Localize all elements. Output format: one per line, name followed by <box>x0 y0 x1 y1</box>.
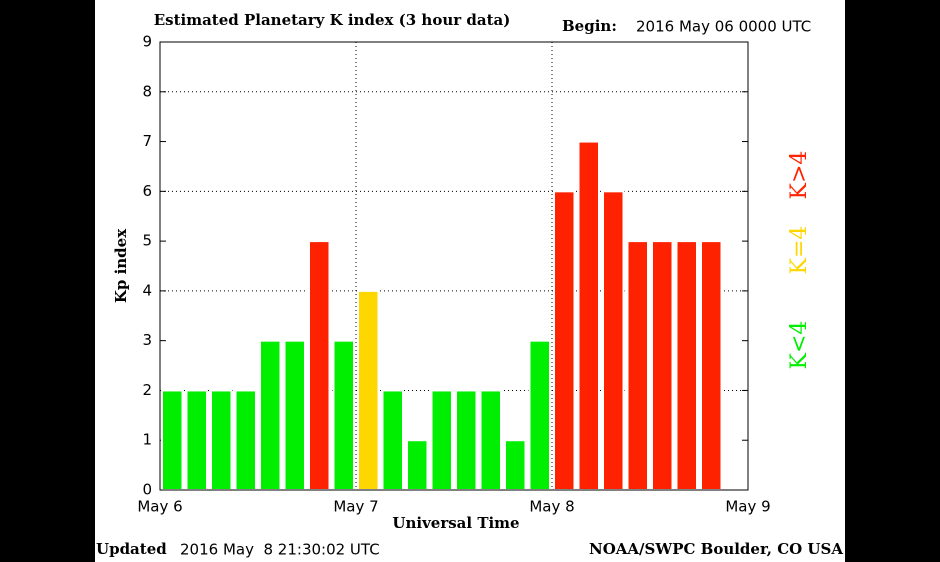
bar <box>332 339 355 491</box>
y-tick-label: 0 <box>142 481 152 499</box>
bar <box>455 389 478 492</box>
bar <box>700 240 723 491</box>
bar <box>308 240 331 491</box>
y-axis-label: Kp index <box>112 228 130 303</box>
x-tick-label: May 9 <box>725 498 770 516</box>
bar <box>577 140 600 492</box>
y-tick-label: 8 <box>142 82 152 100</box>
bar <box>161 389 184 492</box>
y-tick-label: 7 <box>142 132 152 150</box>
y-tick-label: 6 <box>142 182 152 200</box>
legend-entry: K>4 <box>787 151 812 200</box>
y-tick-label: 4 <box>142 281 152 299</box>
legend-entry: K<4 <box>787 321 812 370</box>
bar <box>602 190 625 491</box>
bar <box>504 439 527 492</box>
y-tick-label: 2 <box>142 381 152 399</box>
updated-label: Updated <box>96 540 167 558</box>
y-tick-label: 1 <box>142 431 152 449</box>
bar <box>675 240 698 491</box>
bar <box>479 389 502 492</box>
bar <box>357 289 380 491</box>
y-tick-label: 5 <box>142 232 152 250</box>
x-tick-label: May 8 <box>529 498 574 516</box>
bar <box>283 339 306 491</box>
bar <box>185 389 208 492</box>
legend-entry: K=4 <box>787 226 812 275</box>
x-tick-label: May 6 <box>137 498 182 516</box>
y-tick-label: 9 <box>142 33 152 51</box>
bar <box>259 339 282 491</box>
x-axis-label: Universal Time <box>392 514 519 532</box>
updated-value: 2016 May 8 21:30:02 UTC <box>180 541 380 559</box>
bar <box>406 439 429 492</box>
bar <box>210 389 233 492</box>
bar <box>626 240 649 491</box>
bar <box>528 339 551 491</box>
bar <box>381 389 404 492</box>
chart-title: Estimated Planetary K index (3 hour data… <box>154 11 511 29</box>
bar <box>430 389 453 492</box>
x-tick-label: May 7 <box>333 498 378 516</box>
credit: NOAA/SWPC Boulder, CO USA <box>589 540 843 558</box>
begin-label: Begin: <box>562 17 617 35</box>
bar <box>651 240 674 491</box>
bar <box>234 389 257 492</box>
plot-frame <box>159 41 749 491</box>
y-tick-label: 3 <box>142 331 152 349</box>
begin-value: 2016 May 06 0000 UTC <box>636 18 811 36</box>
bar <box>553 190 576 491</box>
